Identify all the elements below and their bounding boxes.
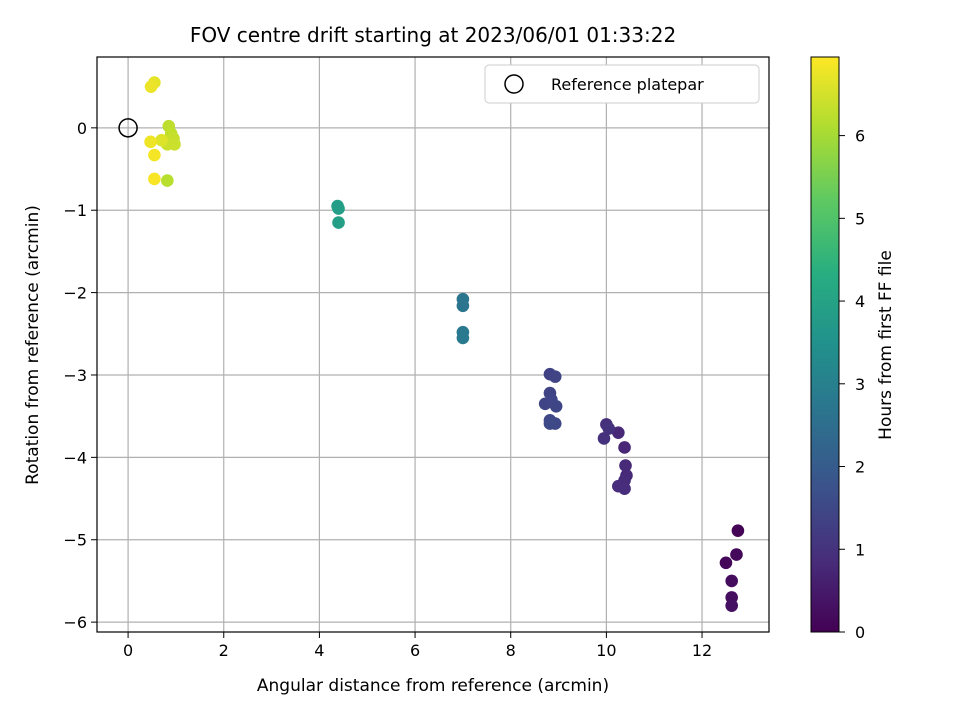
y-tick-label: −3 [63,366,87,385]
y-tick-label: −6 [63,613,87,632]
y-tick-label: 0 [77,119,87,138]
y-tick-label: −4 [63,448,87,467]
legend-entry-reference: Reference platepar [551,75,704,94]
x-tick-label: 10 [596,641,616,660]
data-point [618,441,631,454]
colorbar-tick-label: 3 [855,375,865,394]
y-axis-ticks: 0 −1 −2 −3 −4 −5 −6 [63,119,97,632]
data-point [161,174,174,187]
colorbar-label: Hours from first FF file [876,250,896,440]
colorbar-tick-label: 6 [855,127,865,146]
reference-marker [118,118,138,138]
y-tick-label: −1 [63,201,87,220]
legend: Reference platepar [484,64,760,104]
data-point [332,216,345,229]
x-tick-label: 2 [219,641,229,660]
plot-frame [96,56,770,633]
data-point [549,399,563,413]
data-point [543,417,557,430]
data-point [144,80,158,93]
data-point [548,370,562,383]
y-tick-label: −5 [63,531,87,550]
x-tick-label: 4 [314,641,324,660]
x-axis-ticks: 0 2 4 6 8 10 12 [123,632,712,660]
colorbar-tick-label: 5 [855,209,865,228]
grid [97,57,769,632]
data-point [619,459,632,472]
colorbar-tick-label: 0 [855,623,865,642]
x-tick-label: 6 [410,641,420,660]
x-tick-label: 8 [506,641,516,660]
data-point [148,148,161,162]
y-axis-label: Rotation from reference (arcmin) [23,205,43,485]
data-point [730,548,743,561]
data-point [612,426,625,439]
data-point [618,482,631,495]
x-axis-label: Angular distance from reference (arcmin) [257,676,609,696]
data-point [144,135,157,149]
legend-box [484,64,760,104]
data-point [602,422,616,435]
data-point [725,599,738,612]
colorbar-tick-label: 2 [855,458,865,477]
colorbar-gradient [810,56,840,633]
data-points [144,76,745,612]
data-point [148,172,161,186]
colorbar: 0 1 2 3 4 5 6 Hours from first FF file [810,56,896,642]
data-point [731,524,745,537]
x-tick-label: 0 [123,641,133,660]
legend-marker [504,74,524,94]
data-point [725,574,738,588]
data-point [456,331,470,345]
data-point [332,202,345,215]
colorbar-tick-label: 4 [855,292,865,311]
chart-title: FOV centre drift starting at 2023/06/01 … [190,23,676,47]
data-point [719,556,733,570]
data-point [456,299,470,313]
colorbar-tick-label: 1 [855,540,865,559]
x-tick-label: 12 [692,641,712,660]
data-point [155,133,168,147]
data-point [597,432,611,445]
colorbar-ticks: 0 1 2 3 4 5 6 [839,127,865,642]
y-tick-label: −2 [63,284,87,303]
